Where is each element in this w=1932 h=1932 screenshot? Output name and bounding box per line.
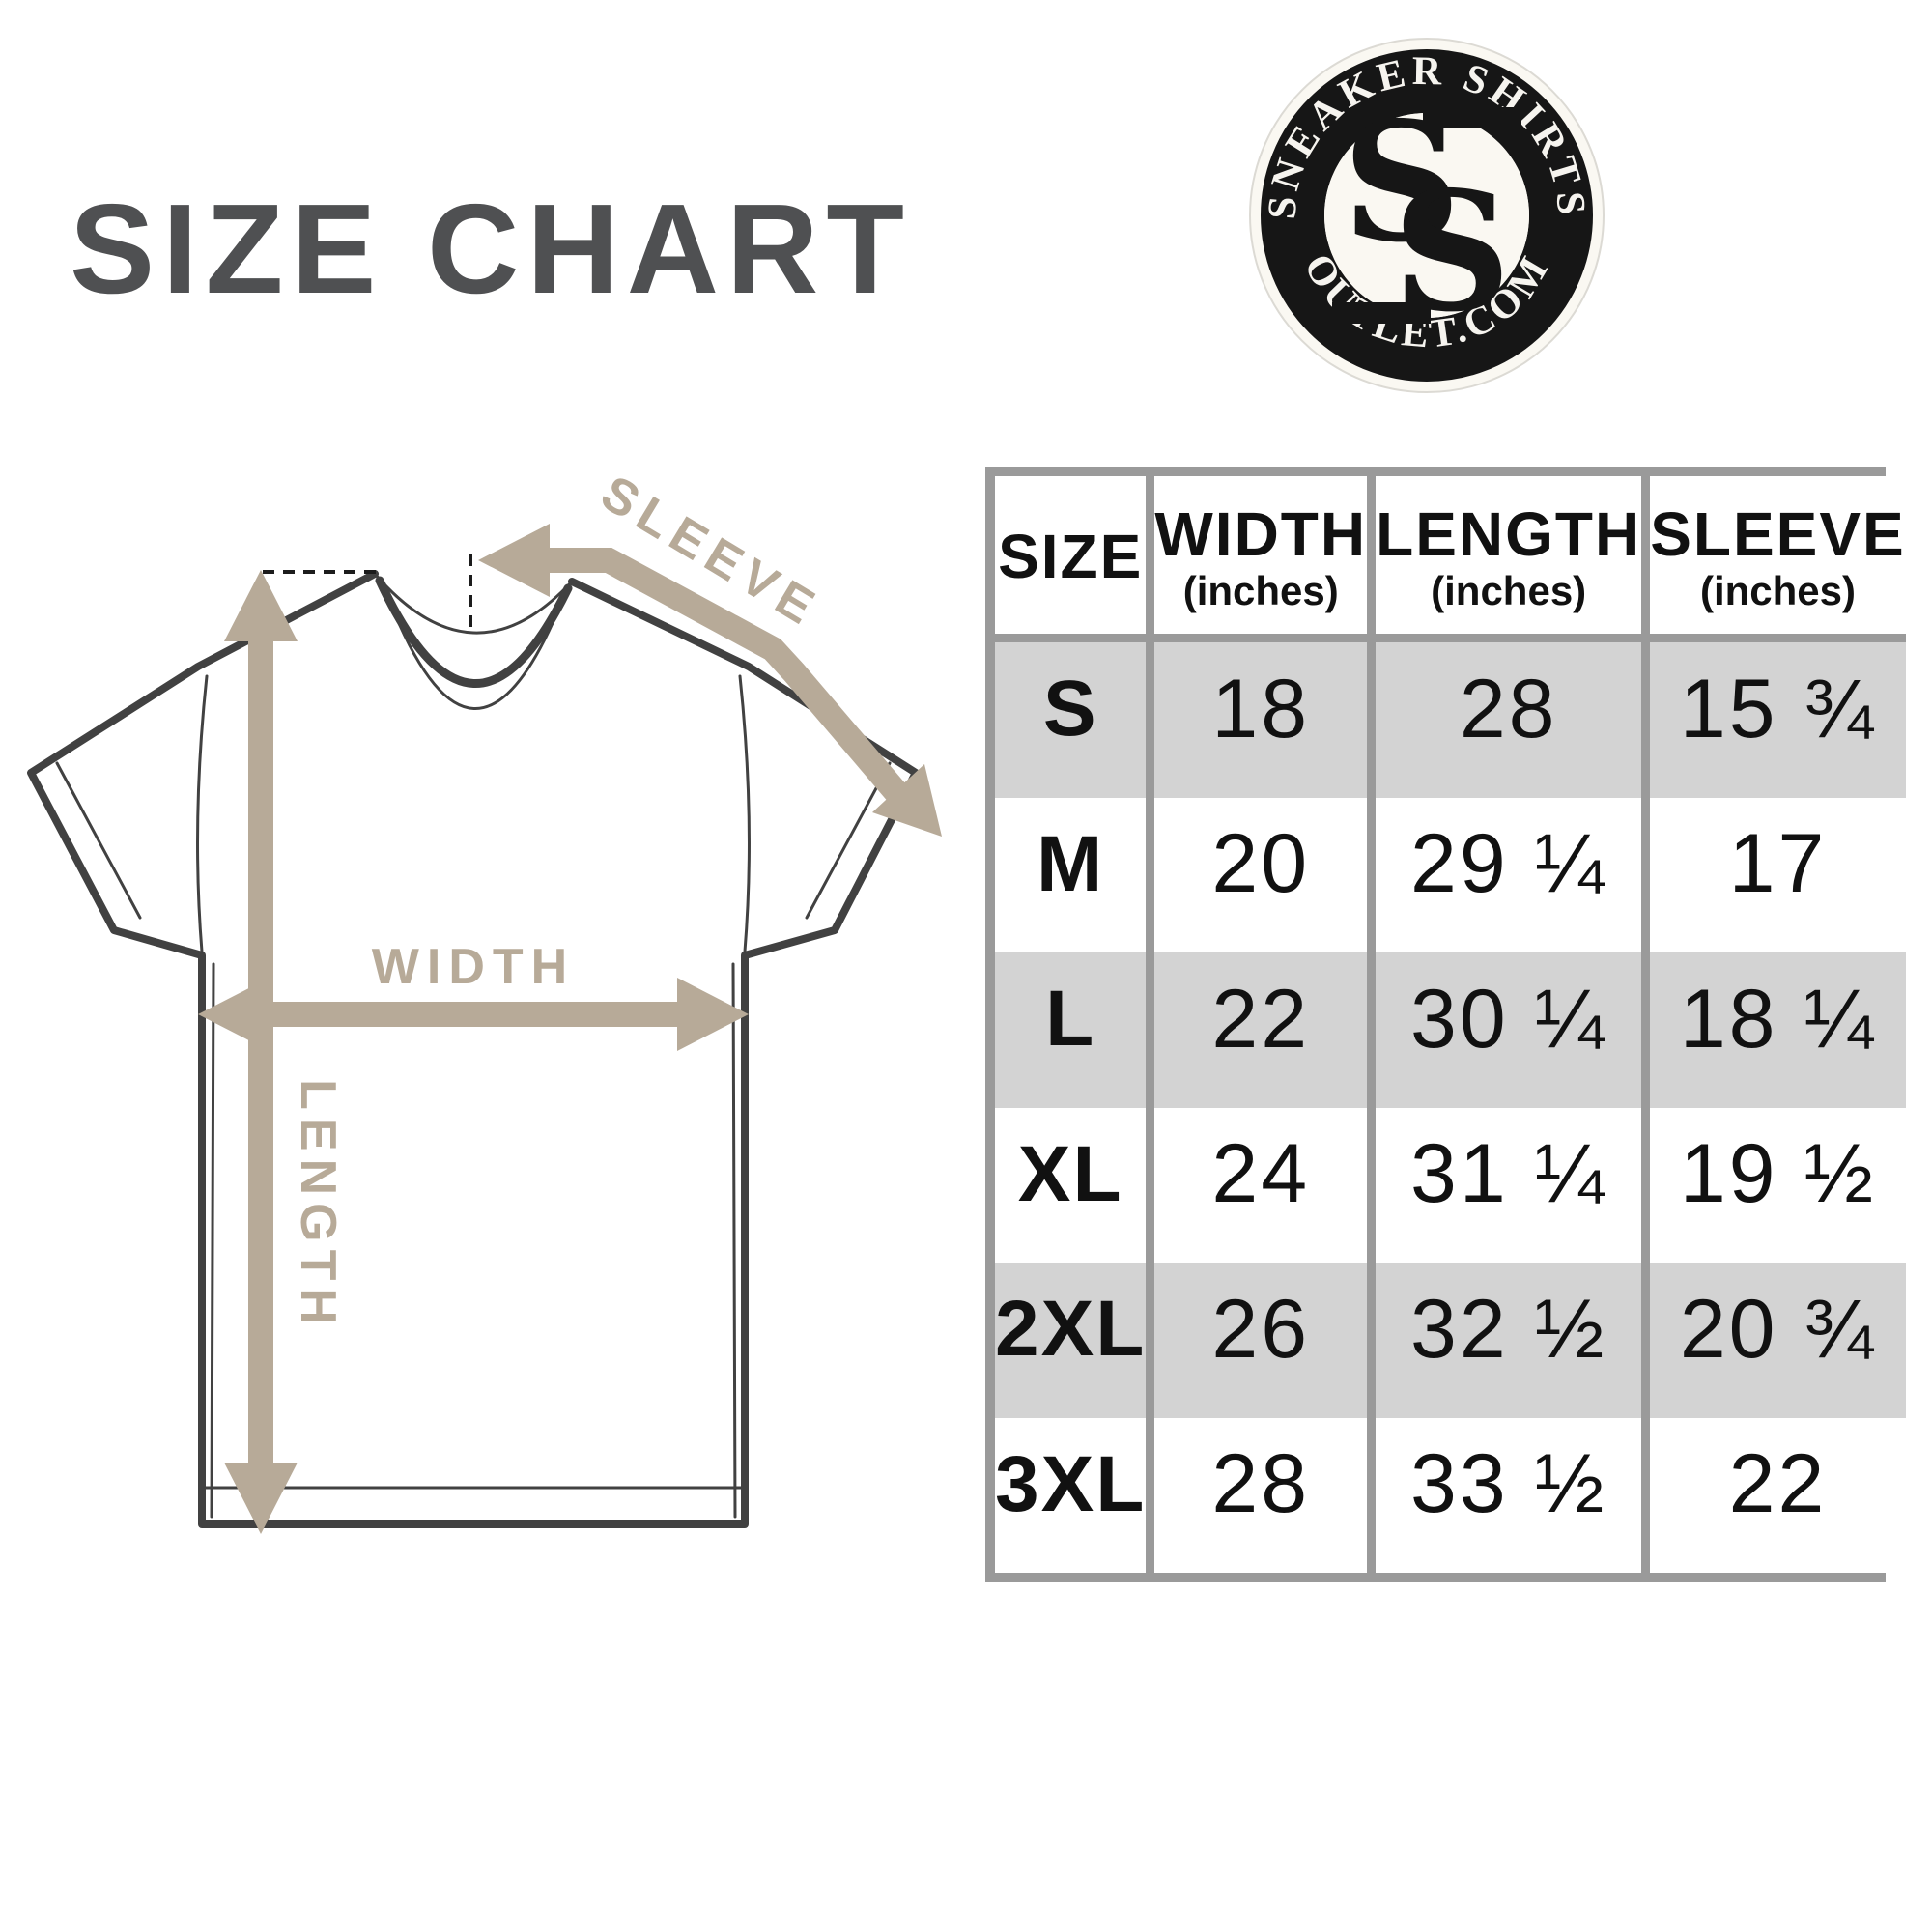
size-value: L: [1045, 975, 1096, 1064]
badge-inner-circle: [1324, 113, 1529, 318]
table-cell-sleeve: 20 ¾: [1650, 1263, 1906, 1418]
size-value: 3XL: [995, 1439, 1147, 1528]
tshirt-outline: [27, 570, 920, 1528]
table-cell-width: 24: [1154, 1107, 1368, 1263]
width-label: WIDTH: [372, 939, 575, 995]
table-cell-length: 29 ¼: [1376, 797, 1642, 952]
width-arrow: [198, 978, 749, 1051]
badge-black-ring: [1261, 49, 1593, 382]
table-cell-sleeve: 22: [1650, 1417, 1906, 1573]
width-value: 24: [1211, 1127, 1311, 1221]
column-header-sub: (inches): [1699, 567, 1856, 613]
monogram-top-bar: [1423, 107, 1521, 128]
collar-seam-line: [384, 588, 565, 710]
column-header-width: WIDTH (inches): [1154, 476, 1368, 642]
page-title: SIZE CHART: [70, 178, 912, 320]
table-cell-size: 3XL: [995, 1417, 1147, 1573]
sleeve-value: 22: [1728, 1437, 1828, 1531]
table-cell-length: 31 ¼: [1376, 1107, 1642, 1263]
length-value: 29 ¼: [1410, 817, 1607, 911]
table-cell-size: S: [995, 642, 1147, 798]
width-value: 20: [1211, 817, 1311, 911]
width-arrowhead-left: [198, 978, 270, 1051]
collar-front-line: [375, 576, 573, 688]
length-value: 28: [1459, 662, 1558, 755]
column-header-length: LENGTH (inches): [1376, 476, 1642, 642]
sleeve-value: 15 ¾: [1679, 662, 1877, 755]
dotted-guides: [263, 554, 472, 628]
table-cell-sleeve: 17: [1650, 797, 1906, 952]
left-cuff-seam: [55, 761, 142, 920]
table-cell-sleeve: 19 ½: [1650, 1107, 1906, 1263]
sleeve-arrow: [478, 524, 942, 837]
sleeve-arrowhead-end: [872, 764, 942, 837]
size-value: 2XL: [995, 1285, 1147, 1374]
length-label: LENGTH: [290, 1079, 346, 1332]
table-cell-length: 32 ½: [1376, 1263, 1642, 1418]
table-cell-size: L: [995, 952, 1147, 1108]
column-header-size: SIZE: [995, 476, 1147, 642]
sleeve-value: 19 ½: [1679, 1127, 1877, 1221]
table-cell-width: 18: [1154, 642, 1368, 798]
monogram-bottom-bar: [1332, 302, 1431, 324]
measurement-arrows: WIDTH LENGTH SLEEVE: [198, 465, 942, 1534]
right-cuff-seam: [805, 761, 892, 920]
right-armhole-seam: [738, 674, 751, 953]
sleeve-value: 17: [1728, 817, 1828, 911]
tshirt-illustration: [27, 570, 920, 1528]
right-side-seam: [731, 962, 737, 1519]
column-header-sleeve: SLEEVE (inches): [1650, 476, 1906, 642]
table-cell-length: 30 ¼: [1376, 952, 1642, 1108]
column-header-label: LENGTH: [1376, 499, 1642, 570]
table-cell-width: 26: [1154, 1263, 1368, 1418]
table-cell-length: 28: [1376, 642, 1642, 798]
table-cell-sleeve: 18 ¼: [1650, 952, 1906, 1108]
length-value: 31 ¼: [1410, 1127, 1607, 1221]
column-header-label: WIDTH: [1154, 499, 1368, 570]
table-cell-size: XL: [995, 1107, 1147, 1263]
table-cell-size: 2XL: [995, 1263, 1147, 1418]
left-side-seam: [210, 962, 215, 1519]
length-arrowhead-up: [224, 570, 298, 641]
column-header-label: SIZE: [998, 522, 1144, 592]
sleeve-value: 20 ¾: [1679, 1282, 1877, 1376]
table-cell-size: M: [995, 797, 1147, 952]
size-value: S: [1042, 665, 1098, 753]
width-value: 28: [1211, 1437, 1311, 1531]
length-arrowhead-down: [224, 1463, 298, 1534]
length-value: 30 ¼: [1410, 972, 1607, 1065]
column-header-label: SLEEVE: [1650, 499, 1906, 570]
left-armhole-seam: [196, 674, 209, 953]
column-header-sub: (inches): [1431, 567, 1587, 613]
length-arrow: [224, 570, 298, 1534]
size-value: XL: [1017, 1129, 1123, 1218]
length-value: 32 ½: [1410, 1282, 1607, 1376]
badge-ss-monogram: S S: [1332, 86, 1521, 349]
collar-back-line: [373, 572, 574, 635]
width-value: 18: [1211, 662, 1311, 755]
width-arrowhead-right: [677, 978, 749, 1051]
width-value: 26: [1211, 1282, 1311, 1376]
brand-badge: SNEAKER SHIRTS OUTLET.COM S S: [1249, 38, 1605, 393]
table-cell-length: 33 ½: [1376, 1417, 1642, 1573]
size-chart-table: SIZE WIDTH (inches) LENGTH (inches) SLEE…: [985, 467, 1906, 1582]
table-cell-width: 20: [1154, 797, 1368, 952]
table-cell-width: 28: [1154, 1417, 1368, 1573]
column-header-sub: (inches): [1182, 567, 1339, 613]
table-cell-width: 22: [1154, 952, 1368, 1108]
sleeve-value: 18 ¼: [1679, 972, 1877, 1065]
size-value: M: [1037, 819, 1105, 908]
table-cell-sleeve: 15 ¾: [1650, 642, 1906, 798]
width-value: 22: [1211, 972, 1311, 1065]
length-value: 33 ½: [1410, 1437, 1607, 1531]
sleeve-arrowhead-left: [478, 524, 550, 597]
